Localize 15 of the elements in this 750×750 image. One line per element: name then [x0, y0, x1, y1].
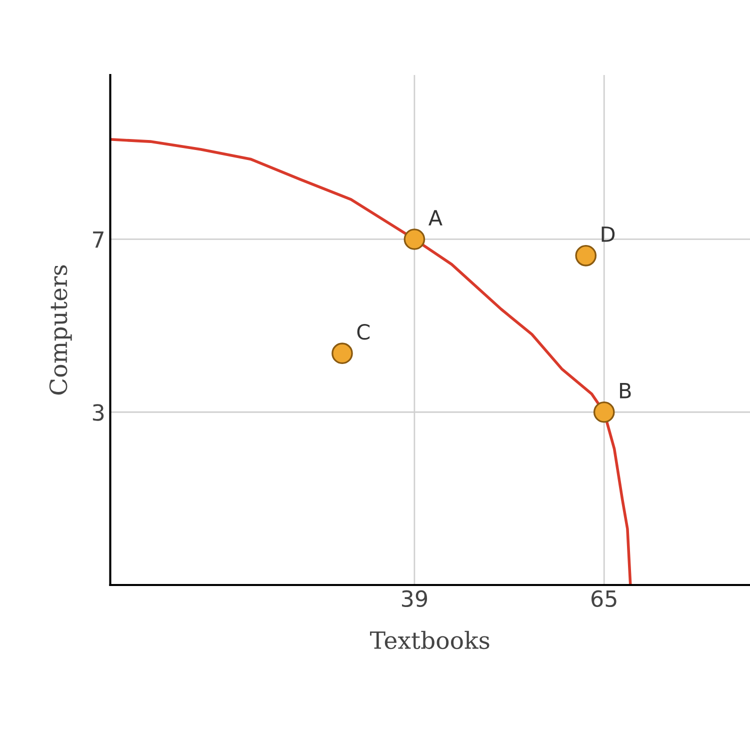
- annotation: C: [357, 324, 370, 340]
- x-tick-label: 39: [402, 590, 428, 608]
- point: [593, 401, 615, 423]
- y-axis-title: Computers: [49, 265, 72, 395]
- point: [575, 245, 597, 266]
- annotation: D: [602, 226, 615, 242]
- line-series: [110, 138, 632, 585]
- annotation: B: [620, 383, 631, 398]
- point: [332, 342, 353, 364]
- y-tick-label: 7: [93, 231, 104, 248]
- x-tick-label: 65: [592, 590, 616, 608]
- annotation: A: [428, 210, 442, 226]
- point: [404, 228, 426, 250]
- y-tick-label: 3: [92, 404, 104, 421]
- x-axis-title: Textbooks: [370, 630, 490, 650]
